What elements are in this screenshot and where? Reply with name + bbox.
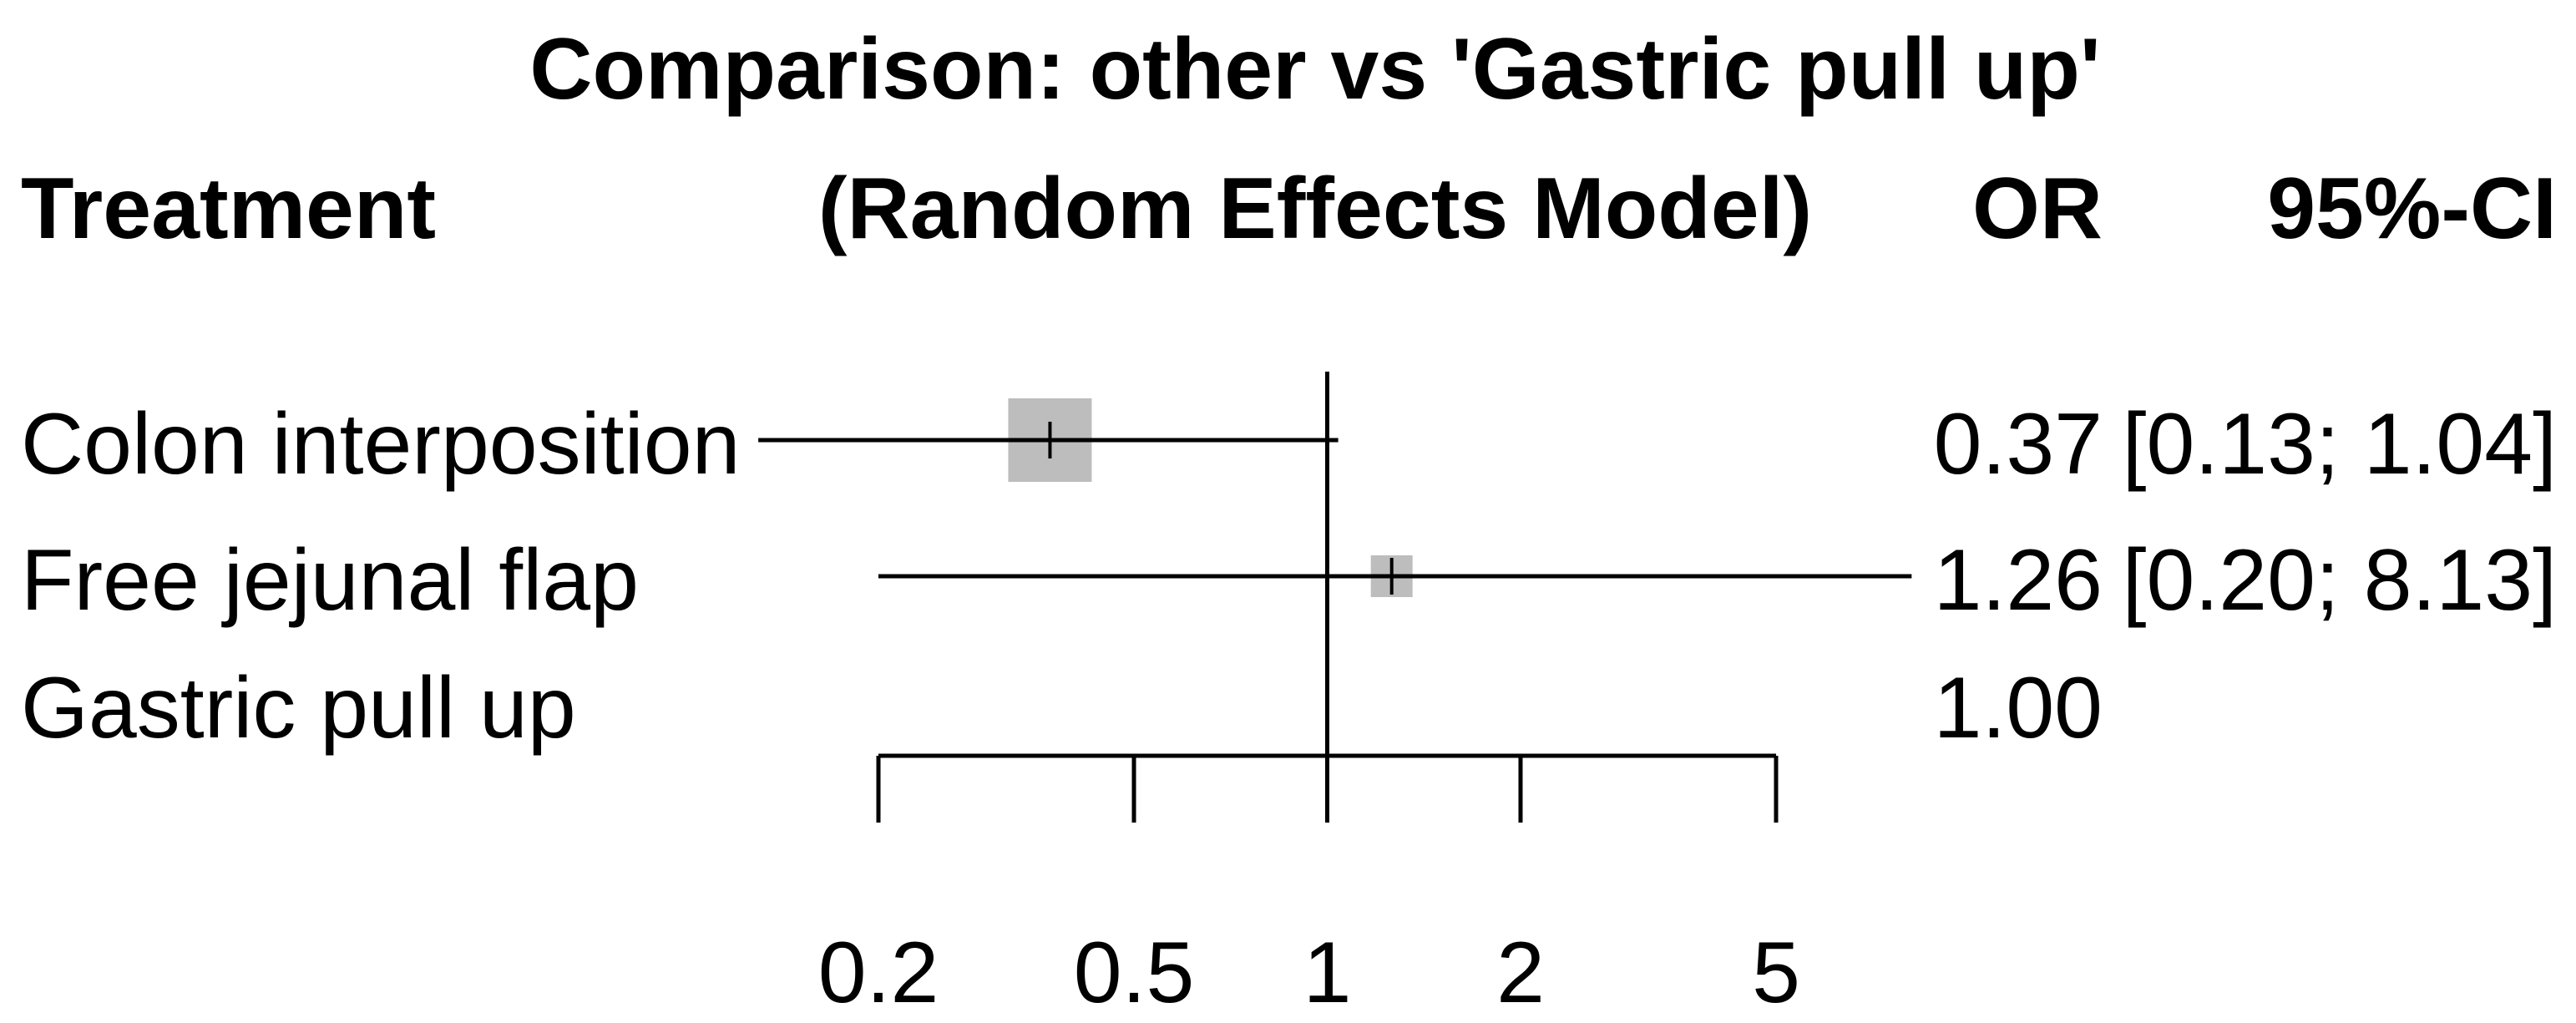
x-axis: 0.2 0.5 1 2 5 <box>818 753 1800 1021</box>
column-header-or: OR <box>1972 160 2103 257</box>
x-tick-label: 2 <box>1496 924 1545 1021</box>
row-label-colon-interposition: Colon interposition <box>21 396 740 493</box>
column-header-ci: 95%-CI <box>2267 160 2557 257</box>
x-tick-label: 1 <box>1303 924 1352 1021</box>
chart-subtitle: (Random Effects Model) <box>818 160 1812 257</box>
x-tick-label: 0.5 <box>1074 924 1195 1021</box>
row-label-gastric-pull-up: Gastric pull up <box>21 660 576 757</box>
x-tick-label: 0.2 <box>818 924 939 1021</box>
chart-title: Comparison: other vs 'Gastric pull up' <box>529 21 2100 118</box>
row-or-colon-interposition: 0.37 <box>1934 396 2103 493</box>
row-or-free-jejunal-flap: 1.26 <box>1934 532 2103 629</box>
x-tick-label: 5 <box>1752 924 1800 1021</box>
row-ci-colon-interposition: [0.13; 1.04] <box>2123 396 2557 493</box>
row-or-gastric-pull-up: 1.00 <box>1934 660 2103 757</box>
row-ci-free-jejunal-flap: [0.20; 8.13] <box>2123 532 2557 629</box>
row-label-free-jejunal-flap: Free jejunal flap <box>21 532 639 629</box>
plot-marks <box>758 372 1912 823</box>
column-header-treatment: Treatment <box>21 160 436 257</box>
